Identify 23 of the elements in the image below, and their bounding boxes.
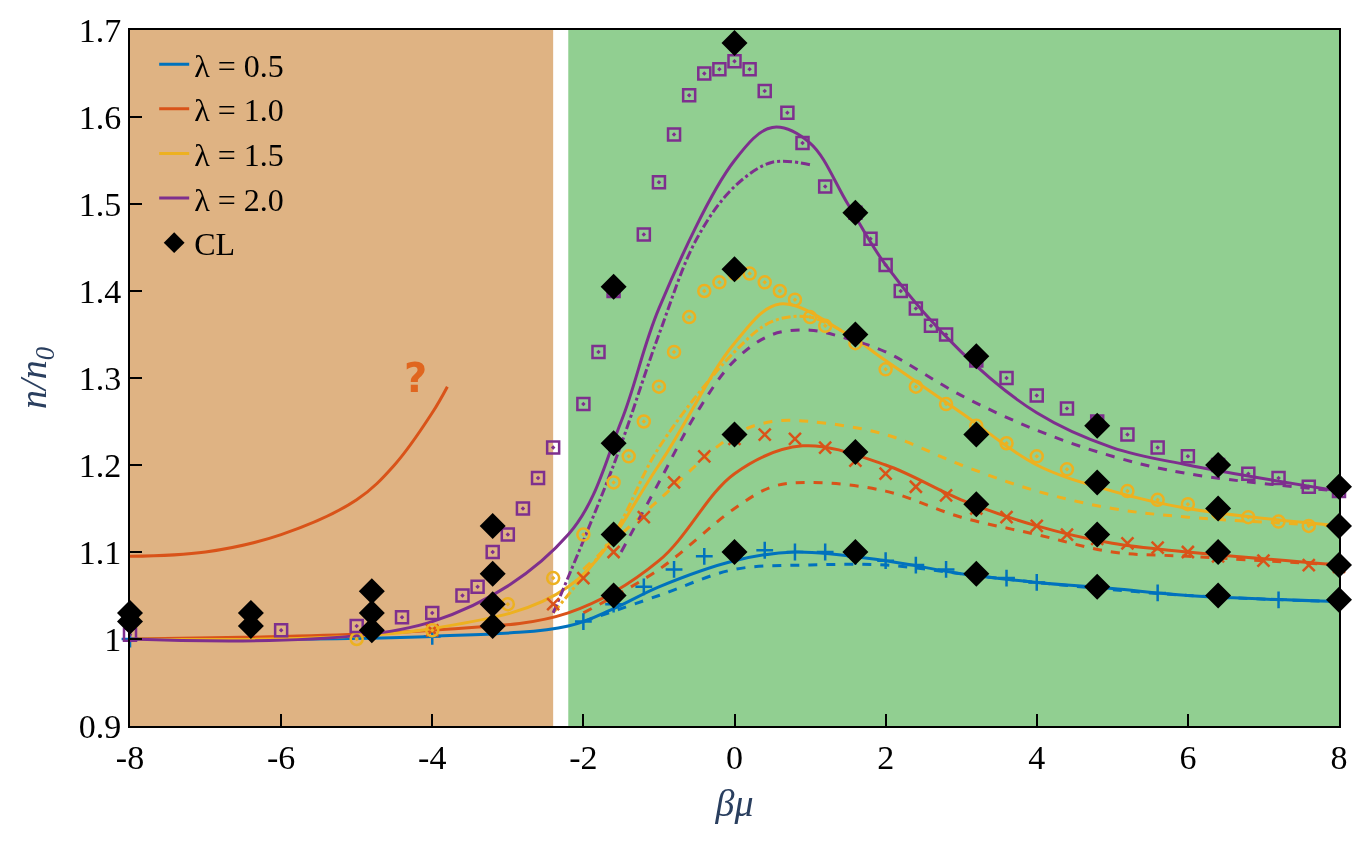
annotation: ? [404, 355, 428, 401]
x-tick-label: 2 [877, 738, 895, 776]
legend-label: CL [194, 226, 236, 263]
x-tick-label: 8 [1330, 738, 1348, 776]
y-tick-label: 1.1 [78, 533, 122, 571]
legend-label: λ = 1.5 [194, 136, 284, 173]
y-tick-label: 1.6 [78, 98, 122, 136]
x-tick-label: -2 [569, 738, 598, 776]
x-tick-label: -6 [266, 738, 296, 776]
legend-label: λ = 0.5 [194, 47, 284, 84]
y-tick-label: 1.7 [78, 11, 122, 49]
y-tick-label: 1.5 [78, 185, 122, 223]
y-tick-label: 1 [104, 620, 122, 658]
x-tick-label: 4 [1028, 738, 1046, 776]
x-tick-label: 0 [726, 738, 743, 776]
y-tick-label: 1.3 [78, 359, 122, 397]
y-tick-label: 1.2 [78, 446, 122, 484]
y-tick-label: 1.4 [78, 272, 122, 310]
x-tick-label: -4 [418, 738, 447, 776]
x-tick-label: 6 [1179, 738, 1197, 776]
legend-label: λ = 1.0 [194, 92, 284, 129]
legend-label: λ = 2.0 [194, 181, 284, 218]
x-axis-title: βμ [714, 782, 754, 825]
